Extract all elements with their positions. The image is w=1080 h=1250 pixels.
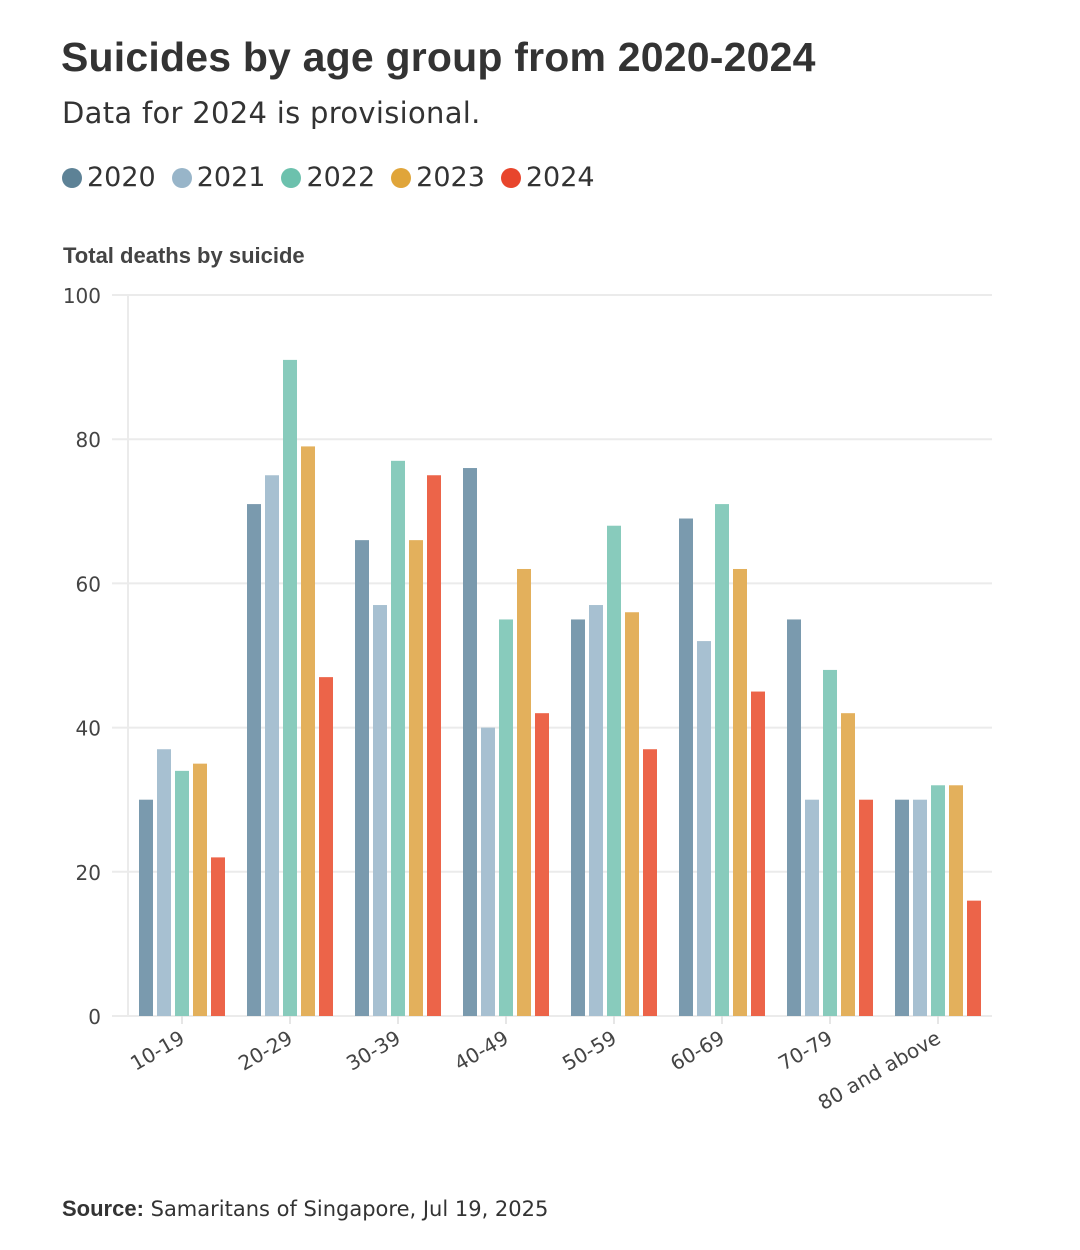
bar bbox=[247, 504, 261, 1016]
bar bbox=[535, 713, 549, 1016]
bar bbox=[283, 359, 297, 1016]
legend-swatch bbox=[281, 167, 302, 188]
legend-item-2021: 2021 bbox=[171, 162, 266, 193]
legend-label: 2022 bbox=[306, 162, 376, 193]
bar bbox=[301, 446, 315, 1016]
legend-swatch bbox=[171, 167, 192, 188]
bar bbox=[427, 475, 441, 1016]
bar bbox=[913, 799, 927, 1016]
legend-label: 2023 bbox=[416, 162, 485, 193]
bar bbox=[625, 612, 639, 1016]
legend-label: 2020 bbox=[87, 162, 156, 193]
bar bbox=[697, 641, 711, 1016]
bar bbox=[265, 475, 279, 1016]
y-tick-label: 60 bbox=[76, 572, 101, 596]
legend-label: 2021 bbox=[196, 162, 266, 193]
x-tick-label: 30-39 bbox=[342, 1026, 404, 1076]
x-tick-label: 40-49 bbox=[450, 1026, 512, 1076]
bar bbox=[391, 460, 405, 1017]
bar bbox=[931, 785, 945, 1016]
legend-label: 2024 bbox=[525, 162, 595, 193]
y-tick-label: 40 bbox=[76, 717, 101, 741]
bar bbox=[319, 677, 333, 1016]
bar bbox=[175, 770, 189, 1016]
bar bbox=[157, 749, 171, 1016]
bar bbox=[841, 713, 855, 1016]
source-note: Source: Samaritans of Singapore, Jul 19,… bbox=[62, 1196, 548, 1222]
bar bbox=[409, 540, 423, 1016]
bar bbox=[211, 857, 225, 1016]
legend-item-2022: 2022 bbox=[281, 162, 375, 193]
x-tick-label: 60-69 bbox=[666, 1026, 728, 1076]
y-tick-label: 100 bbox=[63, 284, 101, 308]
bar bbox=[571, 619, 585, 1016]
bar bbox=[355, 540, 369, 1016]
legend-swatch bbox=[391, 167, 412, 188]
bar bbox=[859, 799, 873, 1016]
x-tick-label: 20-29 bbox=[234, 1026, 296, 1076]
bar bbox=[193, 763, 207, 1016]
bar bbox=[949, 785, 963, 1016]
x-tick-label: 70-79 bbox=[774, 1026, 836, 1076]
bar bbox=[517, 568, 531, 1016]
bar bbox=[589, 605, 603, 1016]
bar bbox=[643, 749, 657, 1016]
bar bbox=[787, 619, 801, 1016]
y-tick-label: 0 bbox=[88, 1005, 101, 1029]
bar bbox=[967, 900, 981, 1016]
bar bbox=[481, 727, 495, 1016]
source-label: Source: bbox=[62, 1196, 144, 1221]
bar bbox=[463, 468, 477, 1016]
chart-subtitle: Data for 2024 is provisional. bbox=[62, 96, 481, 130]
bar bbox=[715, 504, 729, 1016]
bar bbox=[733, 568, 747, 1016]
bar bbox=[751, 691, 765, 1016]
x-tick-label: 80 and above bbox=[814, 1026, 945, 1115]
y-tick-label: 80 bbox=[76, 428, 101, 452]
bar bbox=[679, 518, 693, 1016]
bar-chart: 0 20 40 60 80 100 10-19 20-29 30-39 40-49 50-59 60-… bbox=[63, 284, 992, 1115]
y-tick-label: 20 bbox=[76, 861, 101, 885]
legend: 2020 2021 2022 2023 2024 bbox=[62, 162, 611, 193]
legend-swatch bbox=[500, 167, 521, 188]
bar bbox=[895, 799, 909, 1016]
legend-item-2023: 2023 bbox=[391, 162, 485, 193]
source-text: Samaritans of Singapore, Jul 19, 2025 bbox=[150, 1197, 549, 1221]
bar bbox=[499, 619, 513, 1016]
bar bbox=[823, 669, 837, 1016]
bar bbox=[139, 799, 153, 1016]
y-axis-title: Total deaths by suicide bbox=[63, 243, 305, 268]
bar bbox=[373, 605, 387, 1016]
bar bbox=[805, 799, 819, 1016]
x-tick-label: 10-19 bbox=[126, 1026, 188, 1076]
x-tick-label: 50-59 bbox=[558, 1026, 620, 1076]
bar bbox=[607, 525, 621, 1016]
legend-swatch bbox=[62, 167, 82, 188]
legend-item-2024: 2024 bbox=[500, 162, 595, 193]
chart-title: Suicides by age group from 2020-2024 bbox=[61, 34, 816, 80]
legend-item-2020: 2020 bbox=[62, 162, 156, 193]
